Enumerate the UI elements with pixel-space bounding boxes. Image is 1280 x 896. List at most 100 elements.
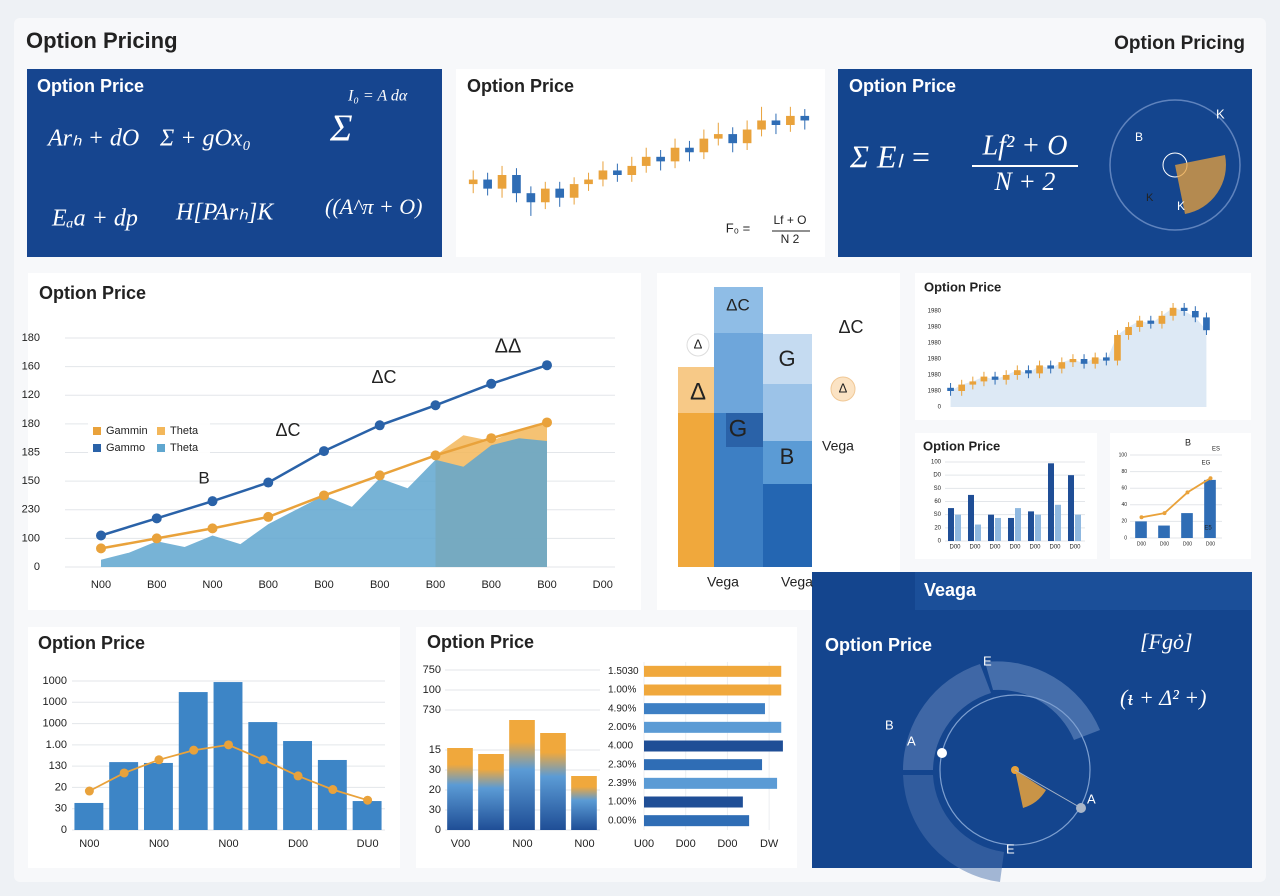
legend (88, 420, 210, 456)
bar (1135, 521, 1147, 538)
label: K (1177, 199, 1185, 213)
candle-body (1002, 375, 1010, 380)
candle-body (540, 188, 550, 203)
marker (151, 533, 162, 544)
y-tick-label: 15 (429, 744, 441, 756)
marker (207, 523, 218, 534)
bar (248, 722, 278, 830)
legend-swatch (93, 427, 101, 435)
panel (812, 572, 1252, 868)
x-tick-label: D00 (969, 545, 981, 551)
x-tick-label: D00 (676, 838, 696, 850)
y-tick-label: 230 (22, 504, 40, 516)
y-tick-label: 1000 (43, 675, 67, 687)
block (726, 413, 763, 447)
legend-label: Theta (170, 425, 199, 437)
marker (430, 400, 441, 411)
y-tick-label: 750 (423, 664, 441, 676)
y-tick-label: 4.000 (608, 741, 633, 752)
label: Vega (781, 574, 813, 590)
y-tick-label: 130 (49, 760, 67, 772)
x-tick-label: B00 (258, 579, 278, 591)
candle-body (1025, 370, 1032, 374)
candle-body (1058, 362, 1066, 369)
area (101, 438, 547, 567)
formula: Σ Eₗ = (849, 138, 931, 174)
legend-label: Gammin (106, 425, 148, 437)
candle-body (991, 376, 999, 380)
legend-swatch (157, 427, 165, 435)
legend-label: Theta (170, 442, 199, 454)
legend-label: Gammo (106, 442, 145, 454)
candle-body (1091, 357, 1099, 364)
bar (644, 796, 743, 808)
marker (96, 543, 106, 554)
bar (644, 665, 782, 677)
y-tick-label: 80 (1121, 469, 1127, 475)
ring (1109, 99, 1241, 231)
y-tick-label: 20 (934, 525, 941, 531)
marker (542, 417, 552, 428)
candle-body (800, 115, 810, 121)
y-tick-label: S0 (934, 486, 942, 492)
panel (1110, 433, 1251, 559)
candle-body (1203, 317, 1210, 331)
y-tick-label: 100 (931, 460, 942, 466)
y-tick-label: 0 (34, 561, 40, 573)
formula: Σ (329, 108, 353, 150)
y-tick-label: 1.00% (608, 685, 636, 696)
bar (644, 721, 782, 733)
formula: ((A^π + O) (325, 194, 422, 219)
x-tick-label: D00 (949, 545, 961, 551)
candle-body (1147, 320, 1155, 324)
candle-body (699, 138, 709, 153)
candle-body (969, 381, 977, 385)
spoke (1014, 769, 1082, 809)
panel-title: Option Price (849, 76, 956, 96)
panel-subtitle: Option Price (825, 635, 932, 655)
bar (1181, 513, 1193, 538)
label: B (1135, 130, 1143, 144)
bar (317, 759, 347, 830)
x-tick-label: DU0 (357, 838, 379, 850)
x-tick-label: B00 (147, 579, 167, 591)
x-tick-label: B00 (370, 579, 390, 591)
marker (263, 511, 274, 522)
marker (1162, 511, 1167, 516)
block (678, 367, 714, 413)
candle-body (627, 165, 637, 175)
bar (644, 703, 765, 715)
bar (352, 801, 382, 830)
y-tick-label: 60 (934, 499, 941, 505)
candle-body (786, 115, 795, 125)
y-tick-label: 30 (429, 804, 441, 816)
line (1141, 477, 1211, 519)
x-tick-label: B00 (426, 579, 446, 591)
x-tick-label: D00 (1049, 545, 1061, 551)
formula: H[PArₕ]K (175, 200, 275, 226)
label: A (907, 733, 916, 748)
y-tick-label: 100 (1119, 452, 1128, 458)
y-tick-label: 1980 (928, 357, 942, 363)
bar (948, 508, 954, 541)
candle-body (598, 170, 608, 180)
bar (1055, 504, 1061, 541)
annotation: F₀ = (726, 220, 751, 235)
y-tick-label: 2.30% (608, 759, 636, 770)
y-tick-label: 1000 (43, 717, 67, 729)
panel-title: Option Price (37, 76, 144, 96)
candle-body (1069, 359, 1077, 363)
ring (939, 694, 1091, 846)
bar (1075, 514, 1081, 541)
marker (224, 740, 233, 750)
candle-body (728, 134, 738, 144)
candle-body (555, 188, 565, 198)
bar (509, 720, 535, 830)
marker (363, 795, 373, 805)
bar (143, 762, 173, 830)
candle-body (670, 147, 680, 162)
y-tick-label: D0 (933, 473, 941, 479)
y-tick-label: 20 (1121, 519, 1127, 525)
marker (154, 755, 164, 765)
bar (283, 741, 313, 830)
